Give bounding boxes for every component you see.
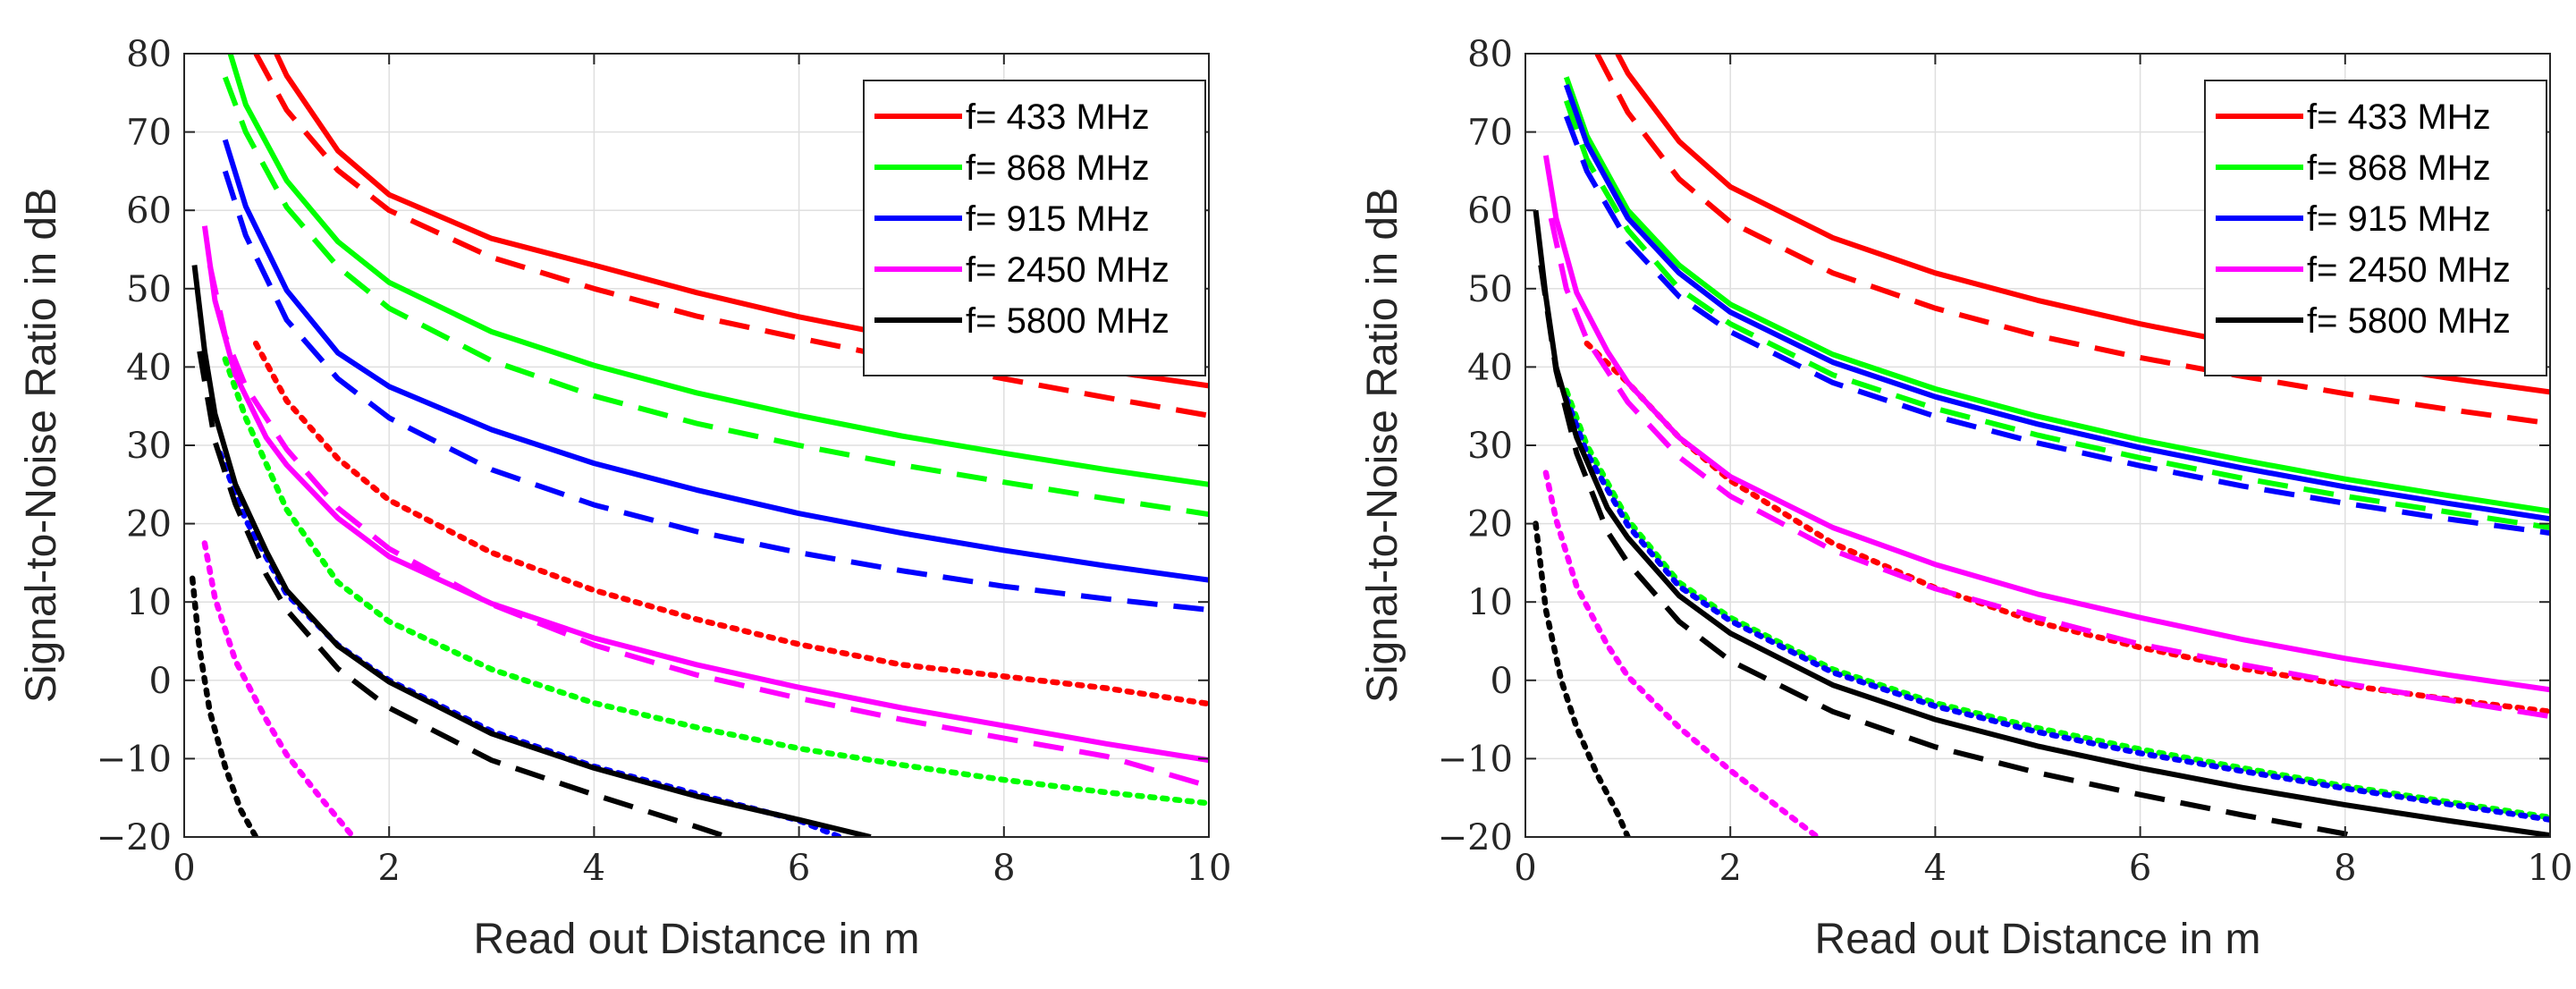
y-tick-label: 0 — [1491, 661, 1513, 702]
y-tick-label: −20 — [97, 817, 172, 858]
chart-left: 0 2 4 6 8 10 −20 −10 0 10 20 30 40 50 60 70 80 Read out D… — [18, 34, 1231, 963]
x-tick-label: 4 — [1924, 848, 1947, 889]
series-line — [227, 54, 1209, 487]
series-line — [222, 170, 1209, 613]
x-tick-label: 8 — [992, 848, 1015, 889]
x-tick-label: 0 — [173, 848, 195, 889]
series-line — [1538, 265, 2357, 837]
x-tick-label: 2 — [1719, 848, 1741, 889]
series-line — [1563, 99, 2550, 530]
y-tick-label: 50 — [126, 269, 172, 310]
series-group — [1533, 54, 2550, 837]
legend: f= 433 MHz f= 868 MHz f= 915 MHz f= 2450 MH… — [2204, 80, 2547, 376]
series-line — [191, 265, 872, 837]
x-tick-label: 10 — [1187, 848, 1232, 889]
series-line — [201, 540, 357, 837]
legend: f= 433 MHz f= 868 MHz f= 915 MHz f= 2450 MH… — [863, 80, 1206, 376]
y-tick-label: 60 — [126, 190, 172, 232]
x-axis-label: Read out Distance in m — [1815, 916, 2261, 963]
y-tick-label: −10 — [97, 739, 172, 780]
y-tick-label: 10 — [126, 582, 172, 623]
legend-label: f= 915 MHz — [2307, 199, 2491, 239]
y-tick-label: 0 — [149, 661, 172, 702]
series-line — [197, 351, 729, 837]
series-line — [1563, 115, 2550, 537]
y-tick-label: 80 — [1467, 34, 1513, 75]
series-line — [1542, 155, 2550, 693]
legend-label: f= 5800 MHz — [2307, 301, 2511, 341]
y-tick-label: 30 — [126, 426, 172, 467]
series-line — [222, 76, 1209, 518]
series-line — [1594, 54, 2550, 427]
x-tick-label: 0 — [1514, 848, 1536, 889]
series-line — [252, 340, 1209, 707]
legend-label: f= 868 MHz — [966, 148, 1150, 188]
series-line — [1533, 520, 1631, 837]
y-tick-label: 80 — [126, 34, 172, 75]
chart-right: 0 2 4 6 8 10 −20 −10 0 10 20 30 40 50 60 70 80 Read out D… — [1359, 34, 2572, 963]
series-line — [1563, 387, 2550, 821]
series-line — [222, 139, 1209, 583]
y-tick-label: 40 — [126, 347, 172, 388]
series-line — [1563, 395, 2550, 823]
y-tick-label: 50 — [1467, 269, 1513, 310]
y-tick-label: 40 — [1467, 347, 1513, 388]
legend-label: f= 433 MHz — [966, 97, 1150, 137]
series-group — [189, 54, 1209, 837]
x-tick-label: 2 — [377, 848, 400, 889]
legend-box — [2204, 80, 2547, 376]
y-tick-label: 20 — [126, 504, 172, 545]
y-axis-label: Signal-to-Noise Ratio in dB — [1359, 188, 1406, 703]
series-line — [1548, 217, 2550, 720]
y-tick-label: −20 — [1438, 817, 1513, 858]
x-tick-label: 10 — [2528, 848, 2573, 889]
x-tick-label: 8 — [2334, 848, 2356, 889]
x-tick-label: 6 — [788, 848, 810, 889]
legend-label: f= 5800 MHz — [966, 301, 1170, 341]
y-tick-label: 60 — [1467, 190, 1513, 232]
legend-label: f= 2450 MHz — [966, 250, 1170, 290]
y-axis-label: Signal-to-Noise Ratio in dB — [18, 188, 65, 703]
series-line — [201, 225, 1209, 764]
x-axis-label: Read out Distance in m — [474, 916, 920, 963]
legend-label: f= 2450 MHz — [2307, 250, 2511, 290]
x-tick-label: 6 — [2129, 848, 2151, 889]
legend-label: f= 915 MHz — [966, 199, 1150, 239]
legend-label: f= 868 MHz — [2307, 148, 2491, 188]
y-tick-label: 10 — [1467, 582, 1513, 623]
series-line — [189, 575, 259, 837]
series-line — [207, 264, 1209, 789]
y-tick-label: −10 — [1438, 739, 1513, 780]
y-tick-label: 30 — [1467, 426, 1513, 467]
series-line — [222, 356, 1209, 807]
series-line — [1542, 469, 1820, 837]
y-tick-label: 20 — [1467, 504, 1513, 545]
series-line — [1563, 76, 2550, 514]
legend-box — [863, 80, 1206, 376]
series-line — [253, 54, 1209, 418]
series-line — [1563, 84, 2550, 522]
y-tick-label: 70 — [1467, 113, 1513, 154]
y-tick-label: 70 — [126, 113, 172, 154]
legend-label: f= 433 MHz — [2307, 97, 2491, 137]
x-tick-label: 4 — [583, 848, 605, 889]
